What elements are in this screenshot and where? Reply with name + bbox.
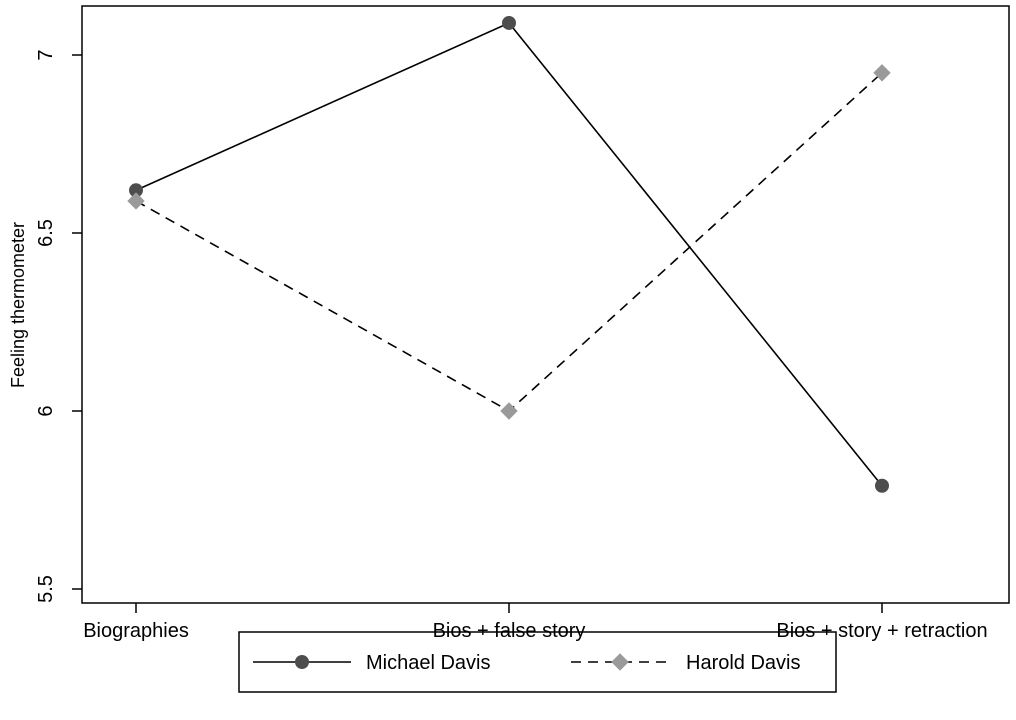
plot-frame: [81, 5, 1010, 604]
legend-items: Michael Davis Harold Davis: [253, 652, 800, 674]
y-tick-label: 5.5: [35, 575, 57, 603]
x-tick-label: Bios + false story: [433, 620, 586, 642]
y-tick-label: 7: [35, 49, 57, 60]
legend-marker: [611, 653, 629, 671]
data-point-diamond: [127, 192, 145, 210]
y-tick-label: 6: [35, 405, 57, 416]
data-point-circle: [875, 478, 889, 493]
series-markers: [127, 15, 891, 493]
y-axis-ticks: 5.5 6 6.5 7: [35, 49, 82, 603]
y-tick-label: 6.5: [35, 219, 57, 247]
legend-label: Michael Davis: [366, 652, 490, 674]
data-point-circle: [502, 15, 516, 30]
data-point-diamond: [500, 402, 518, 420]
series-line-1: [135, 72, 883, 412]
legend-label: Harold Davis: [686, 652, 800, 674]
data-point-diamond: [873, 64, 891, 82]
legend-box: [238, 631, 837, 693]
legend-marker: [295, 655, 309, 669]
x-tick-label: Bios + story + retraction: [776, 620, 987, 642]
x-tick-label: Biographies: [83, 620, 189, 642]
y-axis-title: Feeling thermometer: [8, 222, 28, 388]
x-axis-ticks: Biographies Bios + false story Bios + stor…: [83, 603, 988, 642]
legend: Michael Davis Harold Davis: [238, 631, 837, 693]
